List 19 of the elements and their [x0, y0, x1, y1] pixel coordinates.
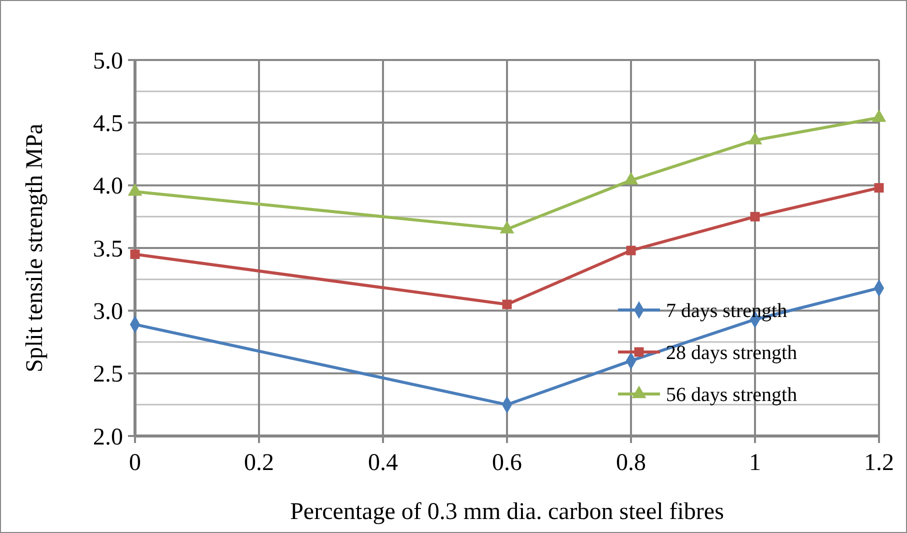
y-tick-label: 4.5	[93, 111, 123, 138]
x-tick-label: 0	[129, 450, 141, 476]
legend-label: 7 days strength	[666, 300, 788, 322]
y-tick-label: 4.0	[93, 174, 123, 200]
y-tick-label: 2.5	[93, 362, 123, 388]
y-tick-label: 2.0	[93, 424, 123, 450]
x-tick-label: 0.8	[616, 450, 646, 476]
y-tick-label: 5.0	[93, 48, 123, 74]
legend-label: 28 days strength	[666, 342, 798, 364]
y-tick-label: 3.0	[93, 299, 123, 326]
x-tick-label: 0.2	[244, 450, 274, 476]
x-axis-title: Percentage of 0.3 mm dia. carbon steel fibres	[290, 499, 724, 525]
y-tick-label: 3.5	[93, 236, 123, 262]
x-tick-label: 0.6	[492, 450, 522, 476]
x-tick-label: 1.2	[864, 450, 894, 476]
x-tick-label: 1	[749, 450, 761, 476]
legend-label: 56 days strength	[666, 384, 798, 406]
x-tick-label: 0.4	[368, 450, 398, 476]
y-axis-title: Split tensile strength MPa	[22, 123, 48, 372]
